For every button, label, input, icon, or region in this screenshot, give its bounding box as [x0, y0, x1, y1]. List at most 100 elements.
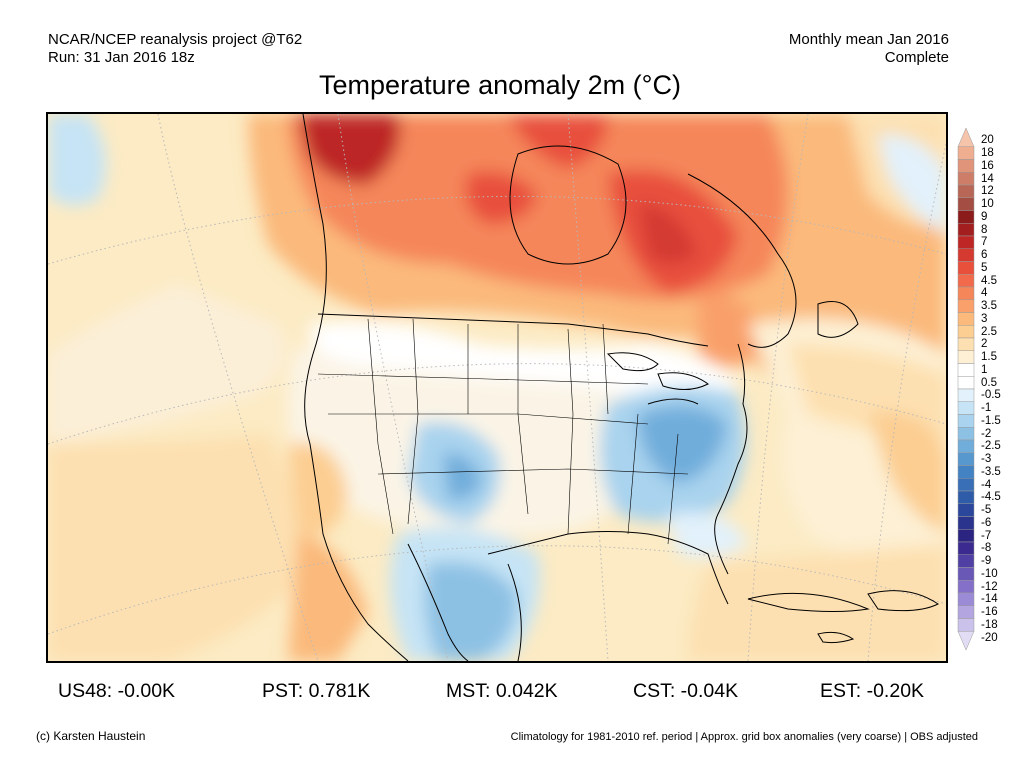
color-swatch [957, 286, 975, 300]
color-swatch [957, 376, 975, 390]
color-swatch [957, 567, 975, 581]
color-scale-tick-label: -1.5 [981, 414, 1001, 427]
color-scale-tick-label: -0.5 [981, 389, 1001, 402]
color-swatch [957, 388, 975, 402]
color-scale-tick-label: -2.5 [981, 440, 1001, 453]
color-scale-tick-label: -7 [981, 529, 992, 542]
footer-note: Climatology for 1981-2010 ref. period | … [510, 731, 978, 743]
color-scale-tick-label: 20 [981, 134, 994, 147]
color-scale-tick-label: -16 [981, 606, 998, 619]
color-swatch [957, 223, 975, 237]
color-swatch [957, 248, 975, 262]
color-scale-tick-label: 2 [981, 338, 988, 351]
color-swatch [957, 197, 975, 211]
anomaly-field [48, 114, 946, 661]
regional-stats: US48: -0.00K PST: 0.781K MST: 0.042K CST… [40, 680, 970, 704]
color-scale-tick-label: 0.5 [981, 376, 997, 389]
color-swatch [957, 127, 975, 147]
color-swatch [957, 490, 975, 504]
stat-mst: MST: 0.042K [446, 680, 558, 702]
color-swatch [957, 516, 975, 530]
color-scale-tick-label: 18 [981, 147, 994, 160]
color-swatch [957, 172, 975, 186]
color-swatch [957, 580, 975, 594]
stat-us48: US48: -0.00K [58, 680, 176, 702]
color-swatch [957, 503, 975, 517]
state-borders [317, 318, 689, 545]
color-swatch [957, 618, 975, 632]
color-swatch [957, 210, 975, 224]
color-scale-tick-label: 4 [981, 287, 988, 300]
color-swatch [957, 261, 975, 275]
anomaly-map [46, 112, 948, 663]
color-scale-tick-label: 10 [981, 198, 994, 211]
color-swatch [957, 274, 975, 288]
data-source-label: NCAR/NCEP reanalysis project @T62 [48, 31, 303, 48]
stat-est: EST: -0.20K [820, 680, 925, 702]
color-scale-tick-label: 7 [981, 236, 988, 249]
stat-cst: CST: -0.04K [633, 680, 739, 702]
graticule [48, 114, 946, 661]
color-swatch [957, 427, 975, 441]
color-scale-tick-label: 4.5 [981, 274, 997, 287]
color-scale-tick-label: 6 [981, 249, 988, 262]
color-scale-tick-label: -10 [981, 567, 998, 580]
color-swatch [957, 235, 975, 249]
color-swatch [957, 146, 975, 160]
color-scale-tick-label: 2.5 [981, 325, 997, 338]
color-swatch [957, 414, 975, 428]
anomaly-map-graphic [48, 114, 946, 661]
color-scale-tick-label: -18 [981, 618, 998, 631]
color-swatch [957, 631, 975, 651]
run-time-label: Run: 31 Jan 2016 18z [48, 49, 195, 66]
color-scale-tick-label: 14 [981, 172, 994, 185]
stat-pst: PST: 0.781K [262, 680, 371, 702]
color-swatch [957, 465, 975, 479]
color-swatch [957, 184, 975, 198]
color-scale-tick-label: 16 [981, 159, 994, 172]
color-swatch [957, 554, 975, 568]
color-swatch [957, 592, 975, 606]
color-scale-tick-label: -14 [981, 593, 998, 606]
color-swatch [957, 529, 975, 543]
color-scale-tick-label: -1 [981, 402, 992, 415]
color-swatch [957, 337, 975, 351]
color-scale-tick-label: -4.5 [981, 491, 1001, 504]
coastlines-and-borders [302, 114, 939, 661]
map-title: Temperature anomaly 2m (°C) [319, 70, 681, 100]
color-swatch [957, 452, 975, 466]
color-swatch [957, 401, 975, 415]
color-scale-tick-label: -3.5 [981, 465, 1001, 478]
color-swatch [957, 325, 975, 339]
status-label: Complete [884, 49, 949, 66]
color-scale-tick-label: -9 [981, 555, 992, 568]
color-swatch [957, 605, 975, 619]
color-scale-tick-label: 9 [981, 210, 988, 223]
color-scale-tick-label: 5 [981, 261, 988, 274]
color-swatch [957, 439, 975, 453]
period-label: Monthly mean Jan 2016 [788, 31, 949, 48]
color-swatch [957, 299, 975, 313]
color-scale-tick-label: 3.5 [981, 300, 997, 313]
color-swatch [957, 478, 975, 492]
color-scale-tick-label: 8 [981, 223, 988, 236]
color-scale-tick-label: -5 [981, 504, 992, 517]
color-scale-tick-label: 1.5 [981, 351, 997, 364]
color-scale-tick-label: 1 [981, 363, 988, 376]
color-scale-tick-label: -4 [981, 478, 992, 491]
color-scale-tick-label: 3 [981, 312, 988, 325]
color-scale-tick-label: -2 [981, 427, 992, 440]
color-scale-tick-label: -6 [981, 516, 992, 529]
color-scale-tick-label: -12 [981, 580, 998, 593]
color-swatch [957, 159, 975, 173]
color-scale-tick-label: -8 [981, 542, 992, 555]
color-swatch [957, 350, 975, 364]
color-swatch [957, 312, 975, 326]
color-swatch [957, 541, 975, 555]
color-scale-tick-label: 12 [981, 185, 994, 198]
credit-label: (c) Karsten Haustein [36, 729, 146, 743]
color-scale-bar [957, 127, 975, 651]
color-scale-tick-label: -20 [981, 631, 998, 644]
color-scale-tick-label: -3 [981, 453, 992, 466]
color-swatch [957, 363, 975, 377]
